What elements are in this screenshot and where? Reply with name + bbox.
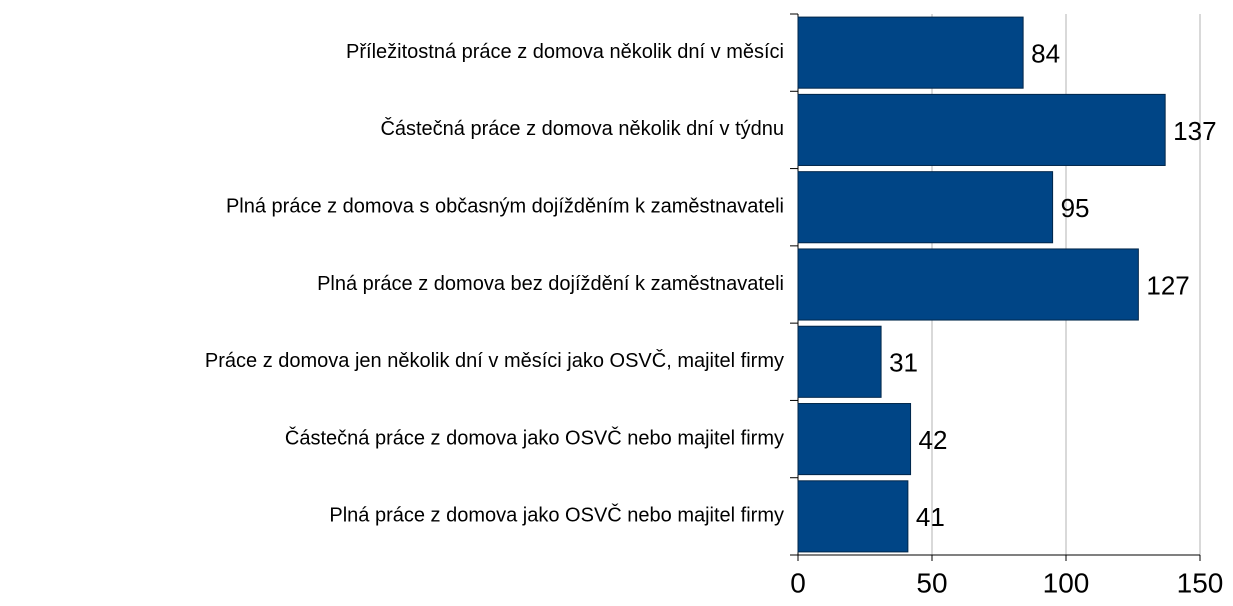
y-tick-label: Částečná práce z domova jako OSVČ nebo m… [285, 426, 784, 449]
value-label: 84 [1031, 39, 1060, 69]
value-label: 127 [1146, 270, 1189, 300]
y-tick-label: Plná práce z domova s občasným dojíždění… [226, 195, 784, 217]
y-tick-label: Práce z domova jen několik dní v měsíci … [205, 349, 784, 372]
bar [797, 16, 1024, 89]
x-tick-label: 50 [916, 567, 947, 598]
bar [797, 325, 882, 398]
x-tick-label: 150 [1177, 567, 1224, 598]
x-tick-label: 0 [790, 567, 806, 598]
y-tick-label: Částečná práce z domova několik dní v tý… [380, 117, 784, 140]
value-label: 42 [919, 425, 948, 455]
value-label: 41 [916, 502, 945, 532]
bar [797, 403, 912, 476]
bar [797, 480, 909, 553]
value-label: 95 [1061, 193, 1090, 223]
y-tick-label: Plná práce z domova jako OSVČ nebo majit… [329, 504, 784, 527]
bar [797, 248, 1139, 321]
y-tick-label: Plná práce z domova bez dojíždění k zamě… [317, 273, 784, 295]
bar [797, 93, 1166, 166]
value-label: 137 [1173, 116, 1216, 146]
value-label: 31 [889, 348, 918, 378]
bar [797, 171, 1054, 244]
x-tick-label: 100 [1043, 567, 1090, 598]
y-tick-label: Příležitostná práce z domova několik dní… [346, 41, 784, 63]
